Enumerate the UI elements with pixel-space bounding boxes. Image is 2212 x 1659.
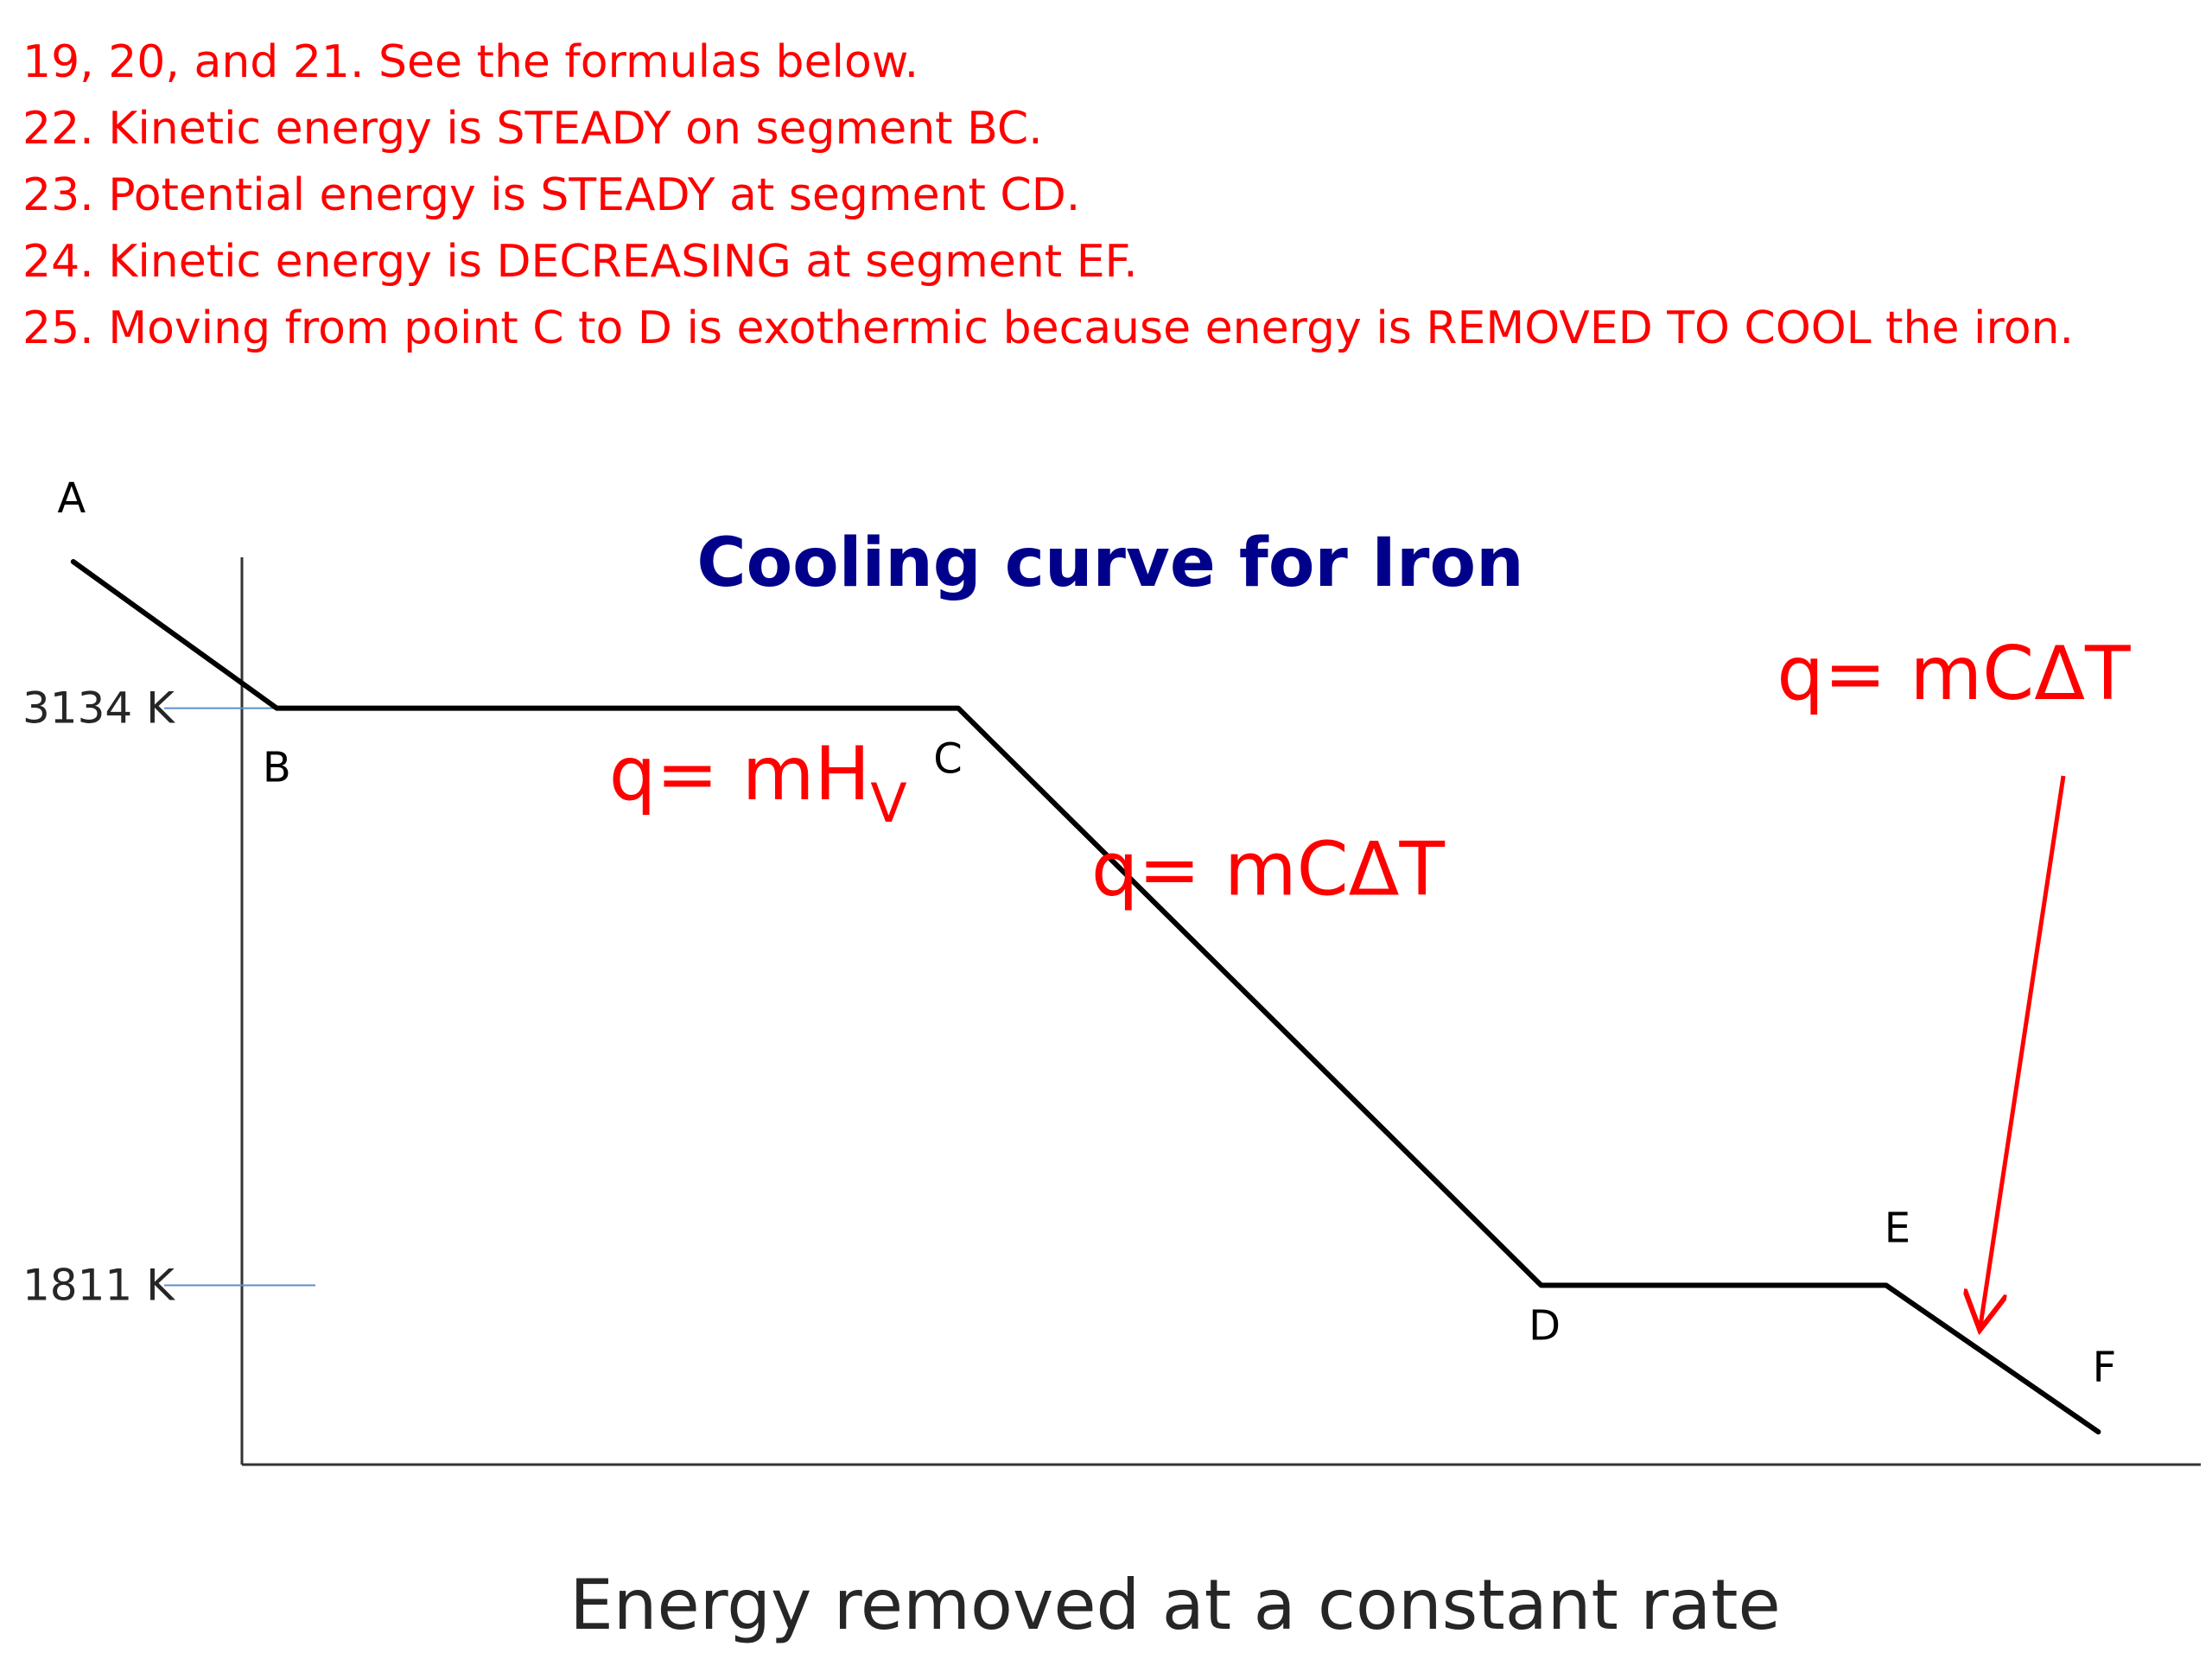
note-line: 22. Kinetic energy is STEADY on segment … [22, 103, 1043, 155]
point-label-a: A [57, 474, 86, 523]
y-axis-ticks: 3134 K 1811 K [22, 683, 315, 1311]
x-axis-label: Energy removed at a constant rate [569, 1565, 1780, 1645]
cooling-curve-line [70, 559, 2101, 1435]
note-line: 25. Moving from point C to D is exotherm… [22, 302, 2075, 354]
point-labels: A B C D E F [57, 474, 2116, 1392]
formula-arrow-ef [1980, 775, 2066, 1325]
y-tick-label: 3134 K [22, 683, 175, 734]
point-label-c: C [933, 735, 963, 784]
formula-label-cd: q= mCΔT [1091, 827, 1446, 913]
answer-notes: 19, 20, and 21. See the formulas below. … [22, 29, 2183, 362]
note-line: 23. Potential energy is STEADY at segmen… [22, 169, 1081, 221]
y-tick-label: 1811 K [22, 1261, 175, 1311]
point-label-f: F [2093, 1344, 2117, 1392]
note-line: 24. Kinetic energy is DECREASING at segm… [22, 236, 1138, 288]
formula-label-ef: q= mCΔT [1777, 631, 2131, 717]
note-line: 19, 20, and 21. See the formulas below. [22, 36, 919, 88]
formula-label-bc: q= mHV [609, 731, 907, 835]
formula-label-bc-text: q= mH [609, 731, 870, 817]
point-label-d: D [1529, 1302, 1560, 1351]
formula-label-bc-subscript: V [870, 772, 906, 835]
point-label-e: E [1885, 1205, 1910, 1253]
point-label-b: B [263, 744, 291, 792]
chart-title: Cooling curve for Iron [696, 524, 1523, 602]
